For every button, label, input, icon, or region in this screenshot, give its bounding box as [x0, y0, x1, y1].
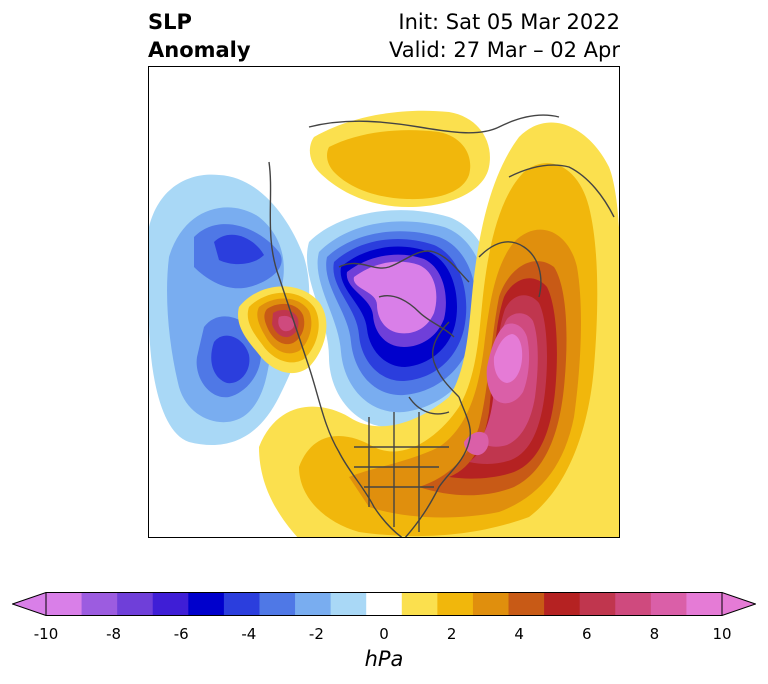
colorbar-segment — [401, 592, 438, 616]
colorbar-extend-high — [721, 592, 756, 616]
colorbar-segment — [615, 592, 652, 616]
colorbar-segment — [650, 592, 687, 616]
north-america-high-anomaly — [259, 122, 619, 537]
colorbar-segment — [295, 592, 332, 616]
colorbar-segment — [152, 592, 189, 616]
colorbar-tick-label: 10 — [712, 625, 732, 643]
colorbar-tick-label: 0 — [379, 625, 389, 643]
asia-high-anomaly — [309, 110, 490, 207]
map-canvas — [149, 110, 619, 537]
colorbar-segment — [472, 592, 510, 616]
colorbar-tick-label: -6 — [173, 625, 189, 643]
colorbar-segment — [259, 592, 296, 616]
colorbar-tick-label: 2 — [446, 625, 457, 643]
title-variable-type: Anomaly — [148, 38, 251, 62]
coastlines — [268, 114, 615, 537]
colorbar-segment — [223, 592, 260, 616]
colorbar-segment — [330, 592, 367, 616]
colorbar-tick-label: -10 — [33, 625, 59, 643]
colorbar-extend-low — [12, 592, 47, 616]
title-right: Init: Sat 05 Mar 2022 Valid: 27 Mar – 02… — [389, 8, 620, 64]
colorbar-tick-label: 8 — [649, 625, 660, 643]
colorbar-segment — [188, 592, 225, 616]
colorbar-segment — [366, 592, 403, 616]
colorbar-tick-label: -2 — [308, 625, 324, 643]
colorbar-tick-label: -8 — [106, 625, 122, 643]
init-date: Init: Sat 05 Mar 2022 — [398, 10, 620, 34]
colorbar-tick-label: 4 — [514, 625, 524, 643]
pacific-low-anomaly — [149, 174, 310, 445]
title-left: SLP Anomaly — [148, 8, 251, 64]
colorbar-unit-label: hPa — [364, 647, 404, 671]
title-variable: SLP — [148, 10, 192, 34]
colorbar-segment — [81, 592, 118, 616]
colorbar-segment — [544, 592, 581, 616]
colorbar-segment — [686, 592, 723, 616]
colorbar-segment — [508, 592, 545, 616]
colorbar-segment — [46, 592, 83, 616]
colorbar-segment — [437, 592, 474, 616]
colorbar-segment — [117, 592, 154, 616]
anomaly-map — [148, 66, 620, 538]
colorbar-tick-label: -4 — [241, 625, 257, 643]
colorbar-tick-label: 6 — [582, 625, 592, 643]
colorbar-segment — [579, 592, 616, 616]
valid-period: Valid: 27 Mar – 02 Apr — [389, 38, 620, 62]
colorbar — [12, 592, 756, 616]
